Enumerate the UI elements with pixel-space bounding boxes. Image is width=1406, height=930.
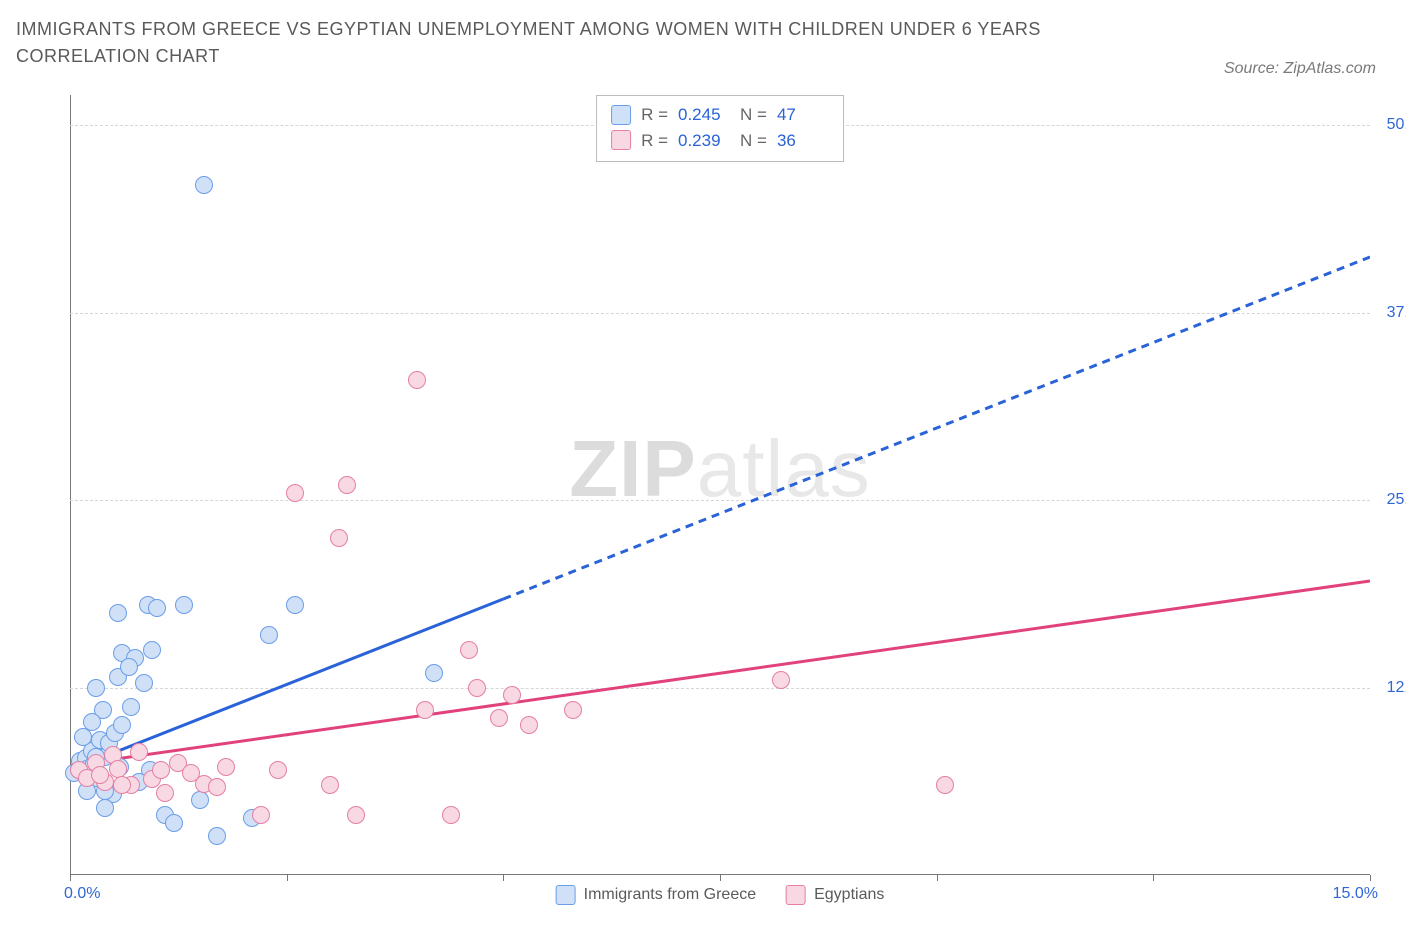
swatch-greece [611, 105, 631, 125]
stats-row-egypt: R = 0.239 N = 36 [611, 128, 829, 154]
data-point-greece [260, 626, 278, 644]
x-tick [287, 875, 288, 881]
legend-swatch-greece [556, 885, 576, 905]
legend-item-greece: Immigrants from Greece [556, 885, 756, 905]
stat-value-N-egypt: 36 [777, 128, 829, 154]
trend-line [70, 581, 1370, 766]
data-point-egypt [156, 784, 174, 802]
data-point-egypt [347, 806, 365, 824]
data-point-greece [195, 176, 213, 194]
data-point-egypt [286, 484, 304, 502]
data-point-greece [165, 814, 183, 832]
data-point-egypt [152, 761, 170, 779]
data-point-egypt [416, 701, 434, 719]
stat-value-N-greece: 47 [777, 102, 829, 128]
chart-title: IMMIGRANTS FROM GREECE VS EGYPTIAN UNEMP… [16, 16, 1116, 70]
grid-line [70, 688, 1370, 689]
data-point-egypt [936, 776, 954, 794]
legend-label-greece: Immigrants from Greece [584, 886, 756, 904]
y-tick-label: 25.0% [1376, 491, 1406, 509]
data-point-egypt [408, 371, 426, 389]
x-tick [1153, 875, 1154, 881]
data-point-egypt [91, 766, 109, 784]
data-point-egypt [468, 679, 486, 697]
x-tick [70, 875, 71, 881]
y-tick-label: 37.5% [1376, 304, 1406, 322]
data-point-egypt [442, 806, 460, 824]
legend-swatch-egypt [786, 885, 806, 905]
grid-line [70, 500, 1370, 501]
data-point-egypt [113, 776, 131, 794]
data-point-egypt [330, 529, 348, 547]
x-tick-label-min: 0.0% [64, 885, 100, 903]
trendlines [70, 95, 1370, 875]
data-point-egypt [130, 743, 148, 761]
data-point-greece [109, 604, 127, 622]
data-point-egypt [490, 709, 508, 727]
correlation-stats-box: R = 0.245 N = 47 R = 0.239 N = 36 [596, 95, 844, 162]
legend-item-egypt: Egyptians [786, 885, 884, 905]
data-point-greece [191, 791, 209, 809]
y-tick-label: 50.0% [1376, 116, 1406, 134]
stat-label-R: R = [641, 128, 668, 154]
data-point-greece [286, 596, 304, 614]
x-tick [720, 875, 721, 881]
stat-value-R-egypt: 0.239 [678, 128, 730, 154]
data-point-greece [208, 827, 226, 845]
data-point-greece [113, 716, 131, 734]
y-tick-label: 12.5% [1376, 679, 1406, 697]
data-point-greece [175, 596, 193, 614]
data-point-egypt [269, 761, 287, 779]
data-point-egypt [321, 776, 339, 794]
data-point-egypt [338, 476, 356, 494]
legend-label-egypt: Egyptians [814, 886, 884, 904]
stat-label-N: N = [740, 102, 767, 128]
x-tick-label-max: 15.0% [1333, 885, 1378, 903]
watermark: ZIPatlas [569, 423, 870, 515]
data-point-greece [148, 599, 166, 617]
x-tick [937, 875, 938, 881]
data-point-egypt [252, 806, 270, 824]
data-point-greece [122, 698, 140, 716]
data-point-egypt [772, 671, 790, 689]
data-point-egypt [564, 701, 582, 719]
x-tick [1370, 875, 1371, 881]
data-point-egypt [217, 758, 235, 776]
data-point-greece [96, 799, 114, 817]
swatch-egypt [611, 130, 631, 150]
data-point-greece [425, 664, 443, 682]
x-tick [503, 875, 504, 881]
data-point-greece [135, 674, 153, 692]
data-point-greece [120, 658, 138, 676]
data-point-greece [87, 679, 105, 697]
data-point-greece [143, 641, 161, 659]
data-point-greece [74, 728, 92, 746]
data-point-egypt [520, 716, 538, 734]
data-point-egypt [109, 760, 127, 778]
plot-area: ZIPatlas 12.5%25.0%37.5%50.0% 0.0% 15.0%… [70, 95, 1370, 875]
source-attribution: Source: ZipAtlas.com [1224, 60, 1376, 78]
grid-line [70, 313, 1370, 314]
stat-value-R-greece: 0.245 [678, 102, 730, 128]
data-point-egypt [208, 778, 226, 796]
legend: Immigrants from Greece Egyptians [556, 885, 885, 905]
trend-line [503, 257, 1370, 599]
stat-label-N: N = [740, 128, 767, 154]
data-point-egypt [460, 641, 478, 659]
data-point-egypt [503, 686, 521, 704]
stats-row-greece: R = 0.245 N = 47 [611, 102, 829, 128]
stat-label-R: R = [641, 102, 668, 128]
